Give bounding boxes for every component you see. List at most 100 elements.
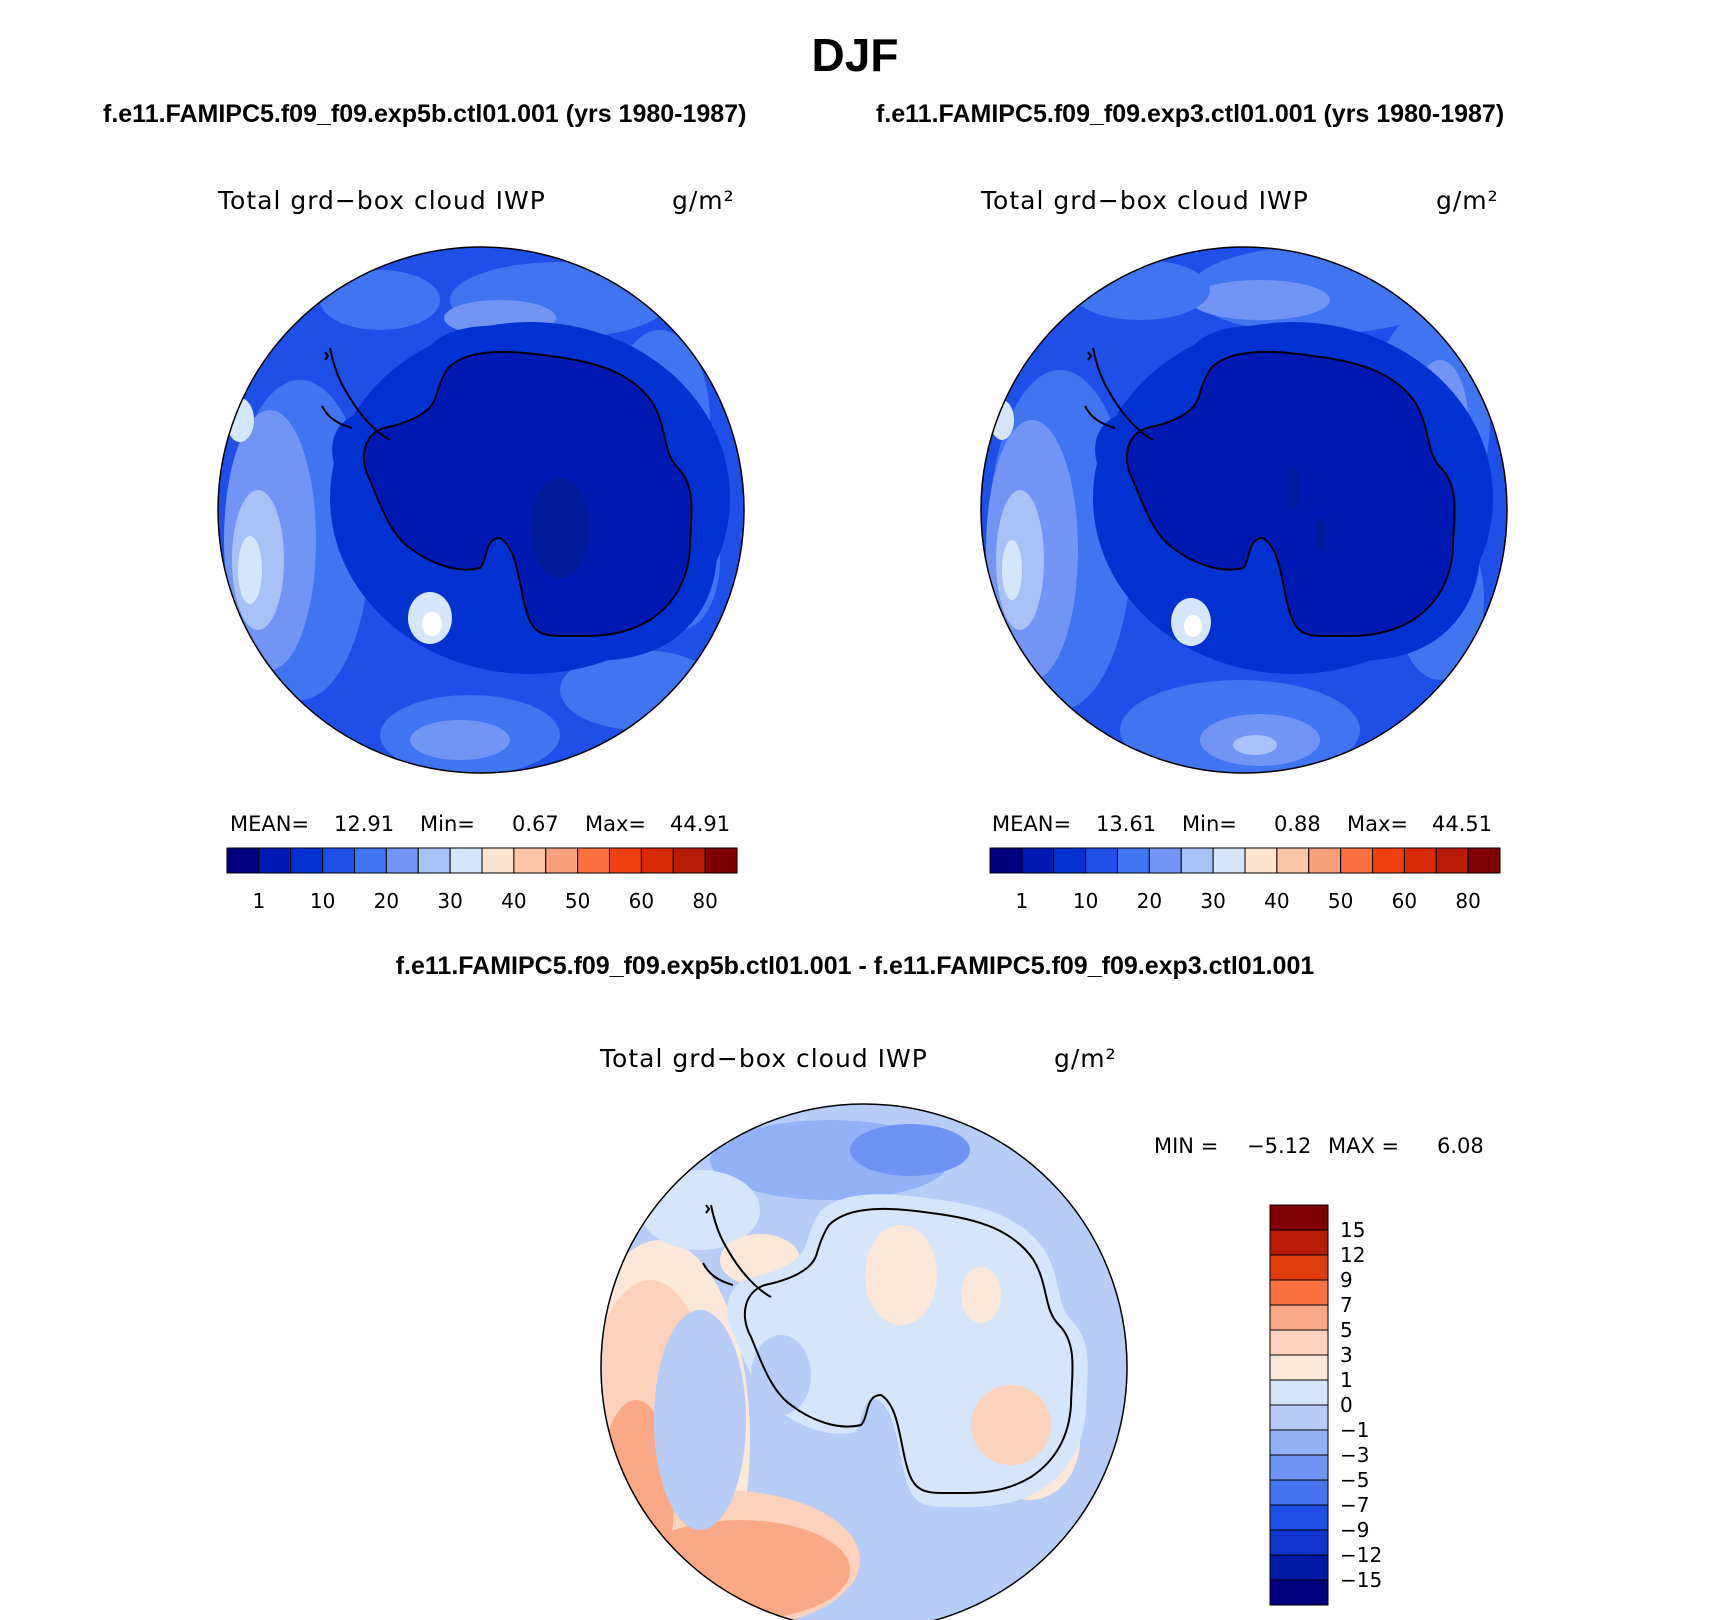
right-continent-fill (1093, 322, 1493, 674)
diff-max-label: MAX = (1328, 1134, 1400, 1158)
diff-colorbar-swatch-14 (1269, 1554, 1329, 1581)
diff-colorbar-swatch-5 (1269, 1329, 1329, 1356)
diff-units-label: g/m² (1054, 1044, 1117, 1073)
right-min-label: Min= (1182, 812, 1237, 836)
left-colorbar-tick-label: 1 (253, 889, 266, 913)
right-colorbar-swatch-3 (1085, 847, 1118, 874)
difference-title: f.e11.FAMIPC5.f09_f09.exp5b.ctl01.001 - … (395, 952, 1315, 980)
left-colorbar-tick-label: 10 (310, 889, 335, 913)
right-colorbar-swatch-0 (989, 847, 1023, 874)
left-colorbar-swatch-4 (354, 847, 387, 874)
diff-colorbar-tick-label: 12 (1340, 1243, 1365, 1267)
diff-colorbar-swatch-10 (1269, 1454, 1329, 1481)
right-max-value: 44.51 (1432, 812, 1493, 836)
left-colorbar-swatch-13 (640, 847, 674, 874)
right-colorbar-swatch-7 (1212, 847, 1246, 874)
left-colorbar: 1 10 20 30 40 50 60 80 (226, 847, 738, 913)
diff-colorbar-tick-label: 3 (1340, 1343, 1353, 1367)
difference-polar-map (601, 1104, 1127, 1620)
right-colorbar-swatch-1 (1021, 847, 1055, 874)
right-colorbar-tick-label: 30 (1200, 889, 1225, 913)
right-colorbar-swatch-11 (1340, 847, 1373, 874)
left-colorbar-swatch-5 (385, 847, 419, 874)
left-mean-value: 12.91 (334, 812, 395, 836)
right-variable-label: Total grd−box cloud IWP (981, 186, 1309, 215)
diff-colorbar-swatch-8 (1269, 1404, 1329, 1431)
right-min-value: 0.88 (1274, 812, 1321, 836)
right-max-label: Max= (1347, 812, 1409, 836)
left-colorbar-swatch-7 (449, 847, 483, 874)
left-continent-fill (330, 322, 730, 674)
left-island (324, 351, 330, 361)
run1-title: f.e11.FAMIPC5.f09_f09.exp5b.ctl01.001 (y… (103, 100, 747, 128)
diff-colorbar-swatch-4 (1269, 1304, 1329, 1331)
left-min-label: Min= (420, 812, 475, 836)
diff-colorbar-tick-label: −1 (1340, 1418, 1369, 1442)
right-colorbar-swatch-9 (1276, 847, 1310, 874)
diff-colorbar-tick-label: 15 (1340, 1218, 1365, 1242)
left-colorbar-swatch-2 (290, 847, 324, 874)
right-colorbar-swatch-5 (1148, 847, 1182, 874)
diff-map-border (600, 1103, 1128, 1620)
diff-colorbar-swatch-13 (1269, 1529, 1329, 1556)
diff-colorbar-swatch-6 (1269, 1354, 1329, 1381)
diff-colorbar-tick-label: 9 (1340, 1268, 1353, 1292)
diff-colorbar-swatch-7 (1269, 1379, 1329, 1406)
left-colorbar-swatch-6 (417, 847, 451, 874)
right-colorbar-tick-label: 50 (1328, 889, 1353, 913)
diff-colorbar-tick-label: −12 (1340, 1543, 1382, 1567)
diff-colorbar-tick-label: −9 (1340, 1518, 1369, 1542)
left-min-value: 0.67 (512, 812, 559, 836)
diff-variable-label: Total grd−box cloud IWP (600, 1044, 928, 1073)
diff-colorbar-tick-label: 0 (1340, 1393, 1353, 1417)
right-units-label: g/m² (1436, 186, 1499, 215)
diff-min-value: −5.12 (1247, 1134, 1312, 1158)
left-colorbar-swatch-15 (704, 847, 738, 874)
right-colorbar-swatch-6 (1180, 847, 1214, 874)
right-colorbar-swatch-12 (1372, 847, 1405, 874)
left-variable-label: Total grd−box cloud IWP (218, 186, 546, 215)
diff-colorbar-tick-label: 5 (1340, 1318, 1353, 1342)
right-colorbar-swatch-2 (1053, 847, 1087, 874)
diff-colorbar-swatch-12 (1269, 1504, 1329, 1531)
diff-colorbar-tick-label: 1 (1340, 1368, 1353, 1392)
right-colorbar-tick-label: 1 (1016, 889, 1029, 913)
diff-colorbar-swatch-2 (1269, 1254, 1329, 1281)
left-colorbar-tick-label: 40 (501, 889, 526, 913)
left-colorbar-swatch-1 (258, 847, 292, 874)
run2-title: f.e11.FAMIPC5.f09_f09.exp3.ctl01.001 (yr… (876, 100, 1505, 128)
diff-colorbar-tick-label: 7 (1340, 1293, 1353, 1317)
right-colorbar-tick-label: 60 (1392, 889, 1417, 913)
right-colorbar-swatch-8 (1244, 847, 1278, 874)
right-colorbar-swatch-10 (1308, 847, 1342, 874)
left-polar-map (218, 247, 744, 773)
right-island (1087, 351, 1093, 361)
left-max-value: 44.91 (670, 812, 731, 836)
left-colorbar-swatch-10 (545, 847, 579, 874)
diff-colorbar-tick-label: −15 (1340, 1568, 1382, 1592)
right-colorbar-tick-label: 80 (1455, 889, 1480, 913)
right-colorbar-swatch-4 (1117, 847, 1150, 874)
left-colorbar-tick-label: 30 (437, 889, 462, 913)
left-colorbar-tick-label: 80 (692, 889, 717, 913)
diff-colorbar-swatch-9 (1269, 1429, 1329, 1456)
diff-colorbar-swatch-0 (1269, 1204, 1329, 1231)
diff-colorbar-swatch-1 (1269, 1229, 1329, 1256)
diff-colorbar-swatch-15 (1269, 1579, 1329, 1606)
diff-colorbar-swatch-11 (1269, 1479, 1329, 1506)
left-map-border (217, 246, 745, 774)
right-map-border (980, 246, 1508, 774)
left-colorbar-tick-label: 50 (565, 889, 590, 913)
right-mean-label: MEAN= (992, 812, 1072, 836)
right-colorbar-tick-label: 40 (1264, 889, 1289, 913)
diff-island (705, 1204, 711, 1214)
left-colorbar-swatch-3 (322, 847, 355, 874)
left-colorbar-tick-label: 60 (629, 889, 654, 913)
right-colorbar-swatch-15 (1467, 847, 1501, 874)
right-mean-value: 13.61 (1096, 812, 1157, 836)
left-colorbar-swatch-8 (481, 847, 515, 874)
season-title: DJF (811, 29, 899, 81)
diff-min-label: MIN = (1154, 1134, 1219, 1158)
